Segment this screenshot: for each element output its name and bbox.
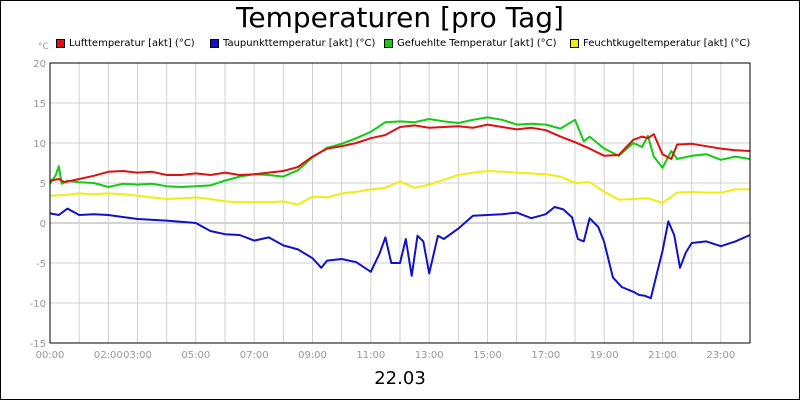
legend-item-feuchtkugeltemperatur[interactable]: Feuchtkugeltemperatur [akt] (°C): [570, 38, 750, 49]
x-tick-label: 13:00: [415, 350, 444, 361]
legend-item-lufttemperatur[interactable]: Lufttemperatur [akt] (°C): [56, 38, 195, 49]
x-tick-label: 19:00: [590, 350, 619, 361]
x-tick-label: 00:00: [36, 350, 65, 361]
y-tick-label: 5: [40, 179, 46, 190]
y-tick-label: -5: [36, 259, 46, 270]
series-line-feuchtkugeltemperatur: [49, 170, 750, 206]
y-tick-label: 20: [33, 59, 46, 70]
x-tick-label: 03:00: [123, 350, 152, 361]
legend-swatch-feuchtkugeltemperatur: [570, 39, 579, 48]
series-line-taupunkttemperatur: [49, 206, 751, 300]
legend-item-gefuehlte-temperatur[interactable]: Gefuehlte Temperatur [akt] (°C): [384, 38, 556, 49]
x-tick-label: 23:00: [706, 350, 735, 361]
y-tick-label: 0: [40, 219, 46, 230]
legend-swatch-gefuehlte-temperatur: [384, 39, 393, 48]
y-axis-unit: °C: [38, 42, 49, 52]
x-tick-label: 21:00: [648, 350, 677, 361]
x-tick-label: 11:00: [356, 350, 385, 361]
legend-label-taupunkttemperatur: Taupunkttemperatur [akt] (°C): [223, 38, 376, 49]
legend-item-taupunkttemperatur[interactable]: Taupunkttemperatur [akt] (°C): [210, 38, 375, 49]
chart-title: Temperaturen [pro Tag]: [236, 1, 564, 34]
y-tick-label: 10: [33, 139, 46, 150]
x-tick-label: 15:00: [473, 350, 502, 361]
x-tick-label: 07:00: [240, 350, 269, 361]
plot-border: [49, 62, 751, 344]
x-tick-label: 17:00: [531, 350, 560, 361]
y-tick-label: -15: [30, 339, 46, 350]
x-tick-label: 02:00: [94, 350, 123, 361]
x-tick-label: 05:00: [181, 350, 210, 361]
series-line-lufttemperatur: [49, 123, 751, 184]
legend-label-lufttemperatur: Lufttemperatur [akt] (°C): [69, 38, 195, 49]
legend-label-gefuehlte-temperatur: Gefuehlte Temperatur [akt] (°C): [397, 38, 557, 49]
legend-swatch-lufttemperatur: [56, 39, 65, 48]
x-axis-date-label: 22.03: [374, 368, 426, 389]
y-tick-label: 15: [33, 99, 46, 110]
x-tick-label: 09:00: [298, 350, 327, 361]
y-tick-label: -10: [30, 299, 46, 310]
legend-swatch-taupunkttemperatur: [210, 39, 219, 48]
legend-label-feuchtkugeltemperatur: Feuchtkugeltemperatur [akt] (°C): [583, 38, 751, 49]
